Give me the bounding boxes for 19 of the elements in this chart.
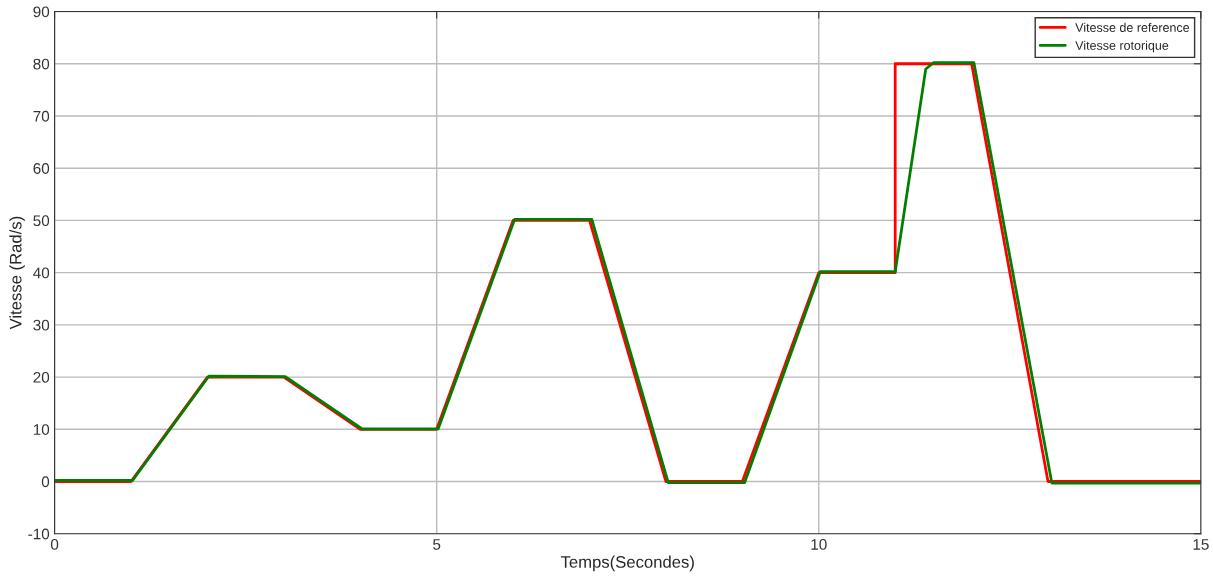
x-axis-title: Temps(Secondes) [560, 555, 694, 572]
x-tick-label: 15 [1193, 539, 1209, 550]
y-tick-label: 30 [33, 319, 50, 331]
y-tick-label: 70 [33, 110, 50, 122]
y-tick-label: -10 [28, 528, 50, 540]
y-tick-label: 50 [33, 215, 50, 227]
x-tick-label: 0 [50, 538, 59, 550]
y-tick-label: 10 [33, 424, 50, 435]
legend-label: Vitesse de reference [1075, 22, 1190, 32]
y-tick-label: 20 [33, 371, 50, 383]
legend-label: Vitesse rotorique [1075, 40, 1169, 53]
x-tick-label: 5 [433, 539, 441, 550]
y-tick-label: 90 [33, 6, 50, 18]
y-tick-label: 60 [33, 163, 50, 174]
y-tick-label: 80 [33, 58, 50, 70]
y-tick-label: 40 [33, 267, 50, 279]
y-axis-title: Vitesse (Rad/s) [9, 216, 25, 330]
x-tick-label: 10 [811, 538, 827, 550]
y-tick-label: 0 [41, 476, 50, 488]
